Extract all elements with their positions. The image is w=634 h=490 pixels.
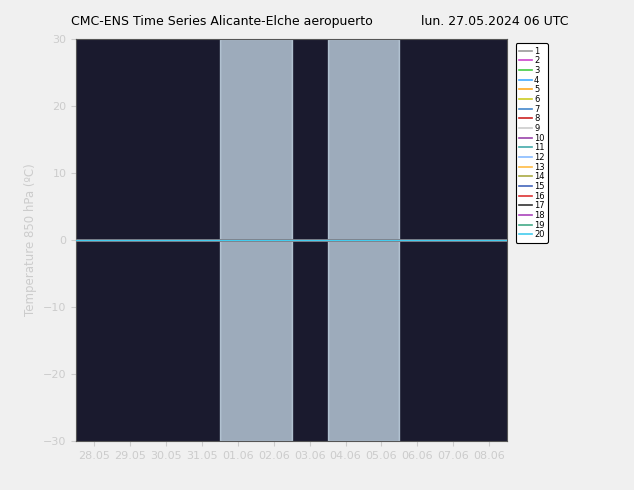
Bar bbox=[328, 39, 399, 441]
Bar bbox=[220, 39, 292, 441]
Y-axis label: Temperature 850 hPa (ºC): Temperature 850 hPa (ºC) bbox=[24, 164, 37, 317]
Legend: 1, 2, 3, 4, 5, 6, 7, 8, 9, 10, 11, 12, 13, 14, 15, 16, 17, 18, 19, 20: 1, 2, 3, 4, 5, 6, 7, 8, 9, 10, 11, 12, 1… bbox=[515, 44, 548, 243]
Text: lun. 27.05.2024 06 UTC: lun. 27.05.2024 06 UTC bbox=[421, 15, 568, 28]
Text: CMC-ENS Time Series Alicante-Elche aeropuerto: CMC-ENS Time Series Alicante-Elche aerop… bbox=[71, 15, 373, 28]
